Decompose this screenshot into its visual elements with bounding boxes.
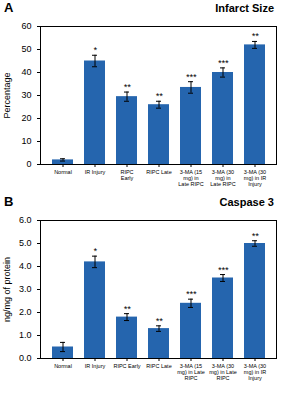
svg-text:4.0: 4.0	[19, 261, 32, 271]
svg-text:***: ***	[186, 289, 197, 299]
svg-text:IR Injury: IR Injury	[85, 169, 106, 175]
svg-text:3-MA (15mg) in LateRIPC: 3-MA (15mg) in LateRIPC	[177, 363, 205, 381]
svg-text:RIPCEarly: RIPCEarly	[120, 169, 133, 181]
svg-text:3-MA (30mg) in IRInjury: 3-MA (30mg) in IRInjury	[244, 169, 266, 187]
svg-text:RIPC Late: RIPC Late	[146, 169, 171, 175]
svg-text:10: 10	[21, 136, 31, 146]
html-text:A: A	[4, 0, 14, 15]
svg-text:**: **	[123, 82, 131, 92]
svg-text:**: **	[155, 91, 163, 101]
svg-text:5.0: 5.0	[19, 238, 32, 248]
svg-text:***: ***	[186, 72, 197, 82]
svg-text:**: **	[251, 31, 259, 41]
svg-text:***: ***	[218, 58, 229, 68]
svg-text:**: **	[155, 316, 163, 326]
svg-text:ng/mg of protein: ng/mg of protein	[2, 257, 12, 322]
svg-text:RIPC Late: RIPC Late	[146, 363, 171, 369]
svg-text:20: 20	[21, 113, 31, 123]
svg-text:Percentage: Percentage	[2, 72, 12, 118]
svg-text:**: **	[123, 304, 131, 314]
svg-text:0.0: 0.0	[19, 353, 32, 363]
svg-text:3-MA (15mg) inLate RIPC: 3-MA (15mg) inLate RIPC	[178, 169, 203, 187]
html-text:B: B	[4, 194, 14, 209]
svg-text:6.0: 6.0	[19, 215, 32, 225]
svg-text:1.0: 1.0	[19, 330, 32, 340]
svg-text:Normal: Normal	[54, 363, 72, 369]
svg-text:3.0: 3.0	[19, 284, 32, 294]
svg-text:**: **	[251, 231, 259, 241]
svg-text:*: *	[93, 45, 97, 55]
svg-text:50: 50	[21, 44, 31, 54]
svg-text:3-MA (30mg) inLate RIPC: 3-MA (30mg) inLate RIPC	[210, 169, 235, 187]
svg-text:RIPC Early: RIPC Early	[113, 363, 140, 369]
html-text:Infarct Size: Infarct Size	[215, 2, 274, 14]
svg-text:3-MA (30mg) in LateRIPC: 3-MA (30mg) in LateRIPC	[209, 363, 237, 381]
svg-text:IR Injury: IR Injury	[85, 363, 106, 369]
svg-text:*: *	[93, 246, 97, 256]
svg-text:2.0: 2.0	[19, 307, 32, 317]
svg-text:60: 60	[21, 21, 31, 31]
svg-text:Normal: Normal	[54, 169, 72, 175]
svg-text:40: 40	[21, 67, 31, 77]
html-text:Caspase 3: Caspase 3	[219, 196, 274, 208]
svg-text:30: 30	[21, 90, 31, 100]
svg-text:0: 0	[26, 159, 31, 169]
svg-text:3-MA (30mg) in IRInjury: 3-MA (30mg) in IRInjury	[244, 363, 266, 381]
svg-text:***: ***	[218, 265, 229, 275]
